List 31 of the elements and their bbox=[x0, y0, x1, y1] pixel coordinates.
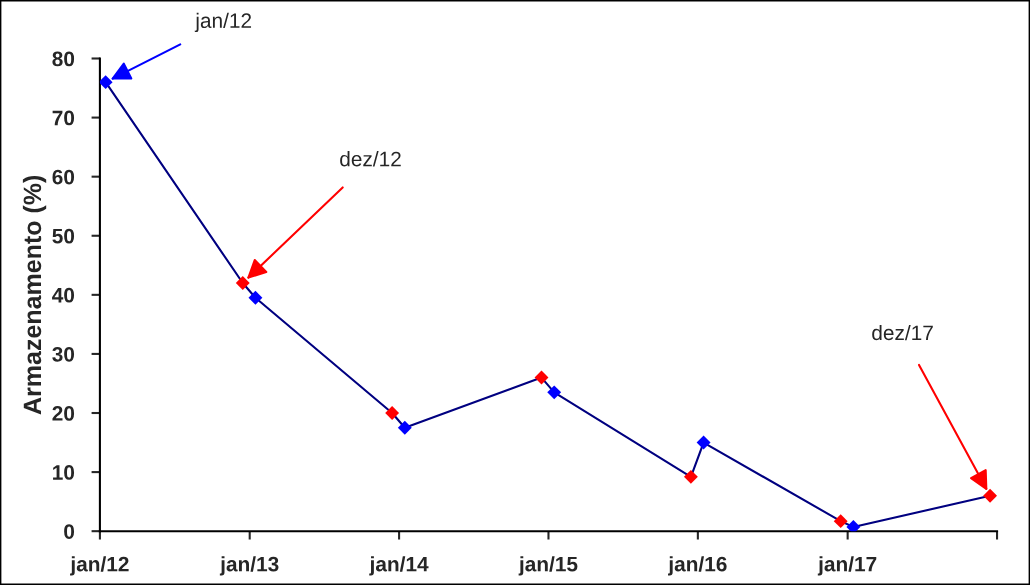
x-tick-label: jan/17 bbox=[817, 556, 877, 576]
y-tick-label: 50 bbox=[52, 228, 75, 244]
point bbox=[983, 488, 998, 503]
x-tick-label: jan/12 bbox=[70, 556, 129, 576]
point bbox=[833, 514, 848, 529]
point bbox=[534, 370, 549, 385]
y-tick-label: 10 bbox=[53, 465, 75, 480]
annotation: dez/12 bbox=[340, 151, 401, 167]
x-tick-label: jan/14 bbox=[369, 556, 429, 576]
y-tick-label: 70 bbox=[52, 110, 75, 126]
y-tick-label: 60 bbox=[52, 169, 75, 185]
point bbox=[248, 290, 263, 305]
point bbox=[99, 75, 113, 90]
y-tick-label: 20 bbox=[52, 406, 75, 421]
x-tick-label: jan/15 bbox=[518, 556, 578, 576]
y-axis-title: Armazenamento (%) bbox=[22, 175, 47, 415]
y-tick-label: 80 bbox=[52, 51, 75, 67]
annotation: jan/12 bbox=[194, 12, 252, 33]
annotation: dez/17 bbox=[872, 324, 933, 341]
point bbox=[385, 406, 400, 420]
y-tick-label: 40 bbox=[52, 287, 75, 303]
point bbox=[547, 385, 562, 400]
y-tick-label: 0 bbox=[64, 524, 75, 539]
point bbox=[846, 520, 861, 532]
point bbox=[683, 469, 698, 484]
y-tick-label: 30 bbox=[52, 346, 75, 362]
x-tick-label: jan/16 bbox=[668, 556, 727, 576]
point bbox=[235, 276, 250, 290]
x-tick-label: jan/13 bbox=[219, 556, 279, 576]
point bbox=[397, 420, 412, 435]
point bbox=[696, 435, 711, 450]
